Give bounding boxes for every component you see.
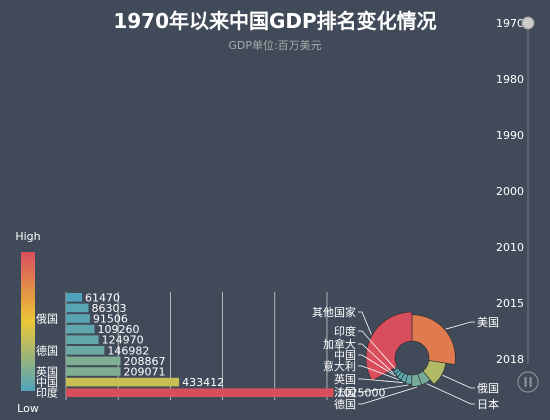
bar[interactable]: [66, 335, 99, 344]
bar[interactable]: [66, 377, 180, 387]
y-tick-label: 德国: [36, 343, 58, 357]
rose-label-line: [358, 330, 396, 370]
rose-label: 德国: [334, 397, 356, 411]
pause-icon-bar-left: [524, 377, 527, 387]
bar[interactable]: [66, 293, 83, 302]
timeline-year-label[interactable]: 1970: [496, 17, 524, 30]
pause-icon-bar-right: [529, 377, 532, 387]
rose-slice[interactable]: [411, 373, 422, 387]
y-tick-label: 英国: [36, 365, 58, 379]
bar[interactable]: [66, 346, 105, 355]
timeline-labels: 1970 1980 1990 2000 2010 2015 2018: [496, 17, 524, 366]
rose-slice[interactable]: [396, 371, 405, 381]
rose-label: 其他国家: [312, 305, 356, 319]
bar[interactable]: [66, 388, 334, 397]
bar[interactable]: [66, 367, 121, 376]
bar-value-label: 91506: [93, 313, 128, 326]
y-tick-label: 俄国: [36, 313, 58, 326]
rose-label-line: [358, 354, 397, 377]
chart-title: 1970年以来中国GDP排名变化情况: [113, 9, 436, 33]
chart-subtitle: GDP单位:百万美元: [228, 38, 321, 52]
timeline-year-label[interactable]: 2010: [496, 241, 524, 254]
y-tick-label: 中国: [36, 376, 58, 389]
timeline-year-label[interactable]: 2015: [496, 297, 524, 310]
rose-label-line: [358, 343, 394, 374]
timeline: 1970 1980 1990 2000 2010 2015 2018: [496, 16, 539, 393]
visual-map[interactable]: High Low: [15, 230, 40, 415]
rose-slice[interactable]: [404, 374, 413, 385]
rose-label: 俄国: [477, 382, 499, 395]
bar-value-label: 61470: [85, 291, 120, 304]
rose-label-line: [426, 383, 475, 405]
rose-label-line: [445, 321, 475, 330]
play-button-ring[interactable]: [517, 371, 539, 393]
bar[interactable]: [66, 356, 121, 366]
rose-label-line: [358, 365, 399, 380]
timeline-year-label[interactable]: 1990: [496, 129, 524, 142]
rose-label: 英国: [334, 372, 356, 386]
bar-value-label: 433412: [182, 376, 224, 389]
rose-label-line: [358, 386, 418, 405]
rose-label: 加拿大: [323, 337, 356, 351]
timeline-year-label[interactable]: 2018: [496, 353, 524, 366]
rose-label-line: [358, 384, 409, 393]
bar[interactable]: [66, 314, 90, 323]
rose-label: 法国: [334, 385, 356, 399]
timeline-year-label[interactable]: 2000: [496, 185, 524, 198]
rose-slice[interactable]: [394, 369, 403, 377]
rose-label: 印度: [334, 324, 356, 338]
rose-slice[interactable]: [400, 372, 409, 383]
rose-label: 意大利: [323, 359, 356, 373]
rose-slice[interactable]: [422, 360, 447, 385]
bar-value-label: 86303: [92, 302, 127, 315]
rose-label-line: [358, 311, 372, 335]
bar[interactable]: [66, 303, 89, 313]
bar-value-label: 146982: [107, 344, 149, 357]
bar-value-label: 124970: [102, 334, 144, 347]
rose-slice[interactable]: [411, 314, 456, 365]
rose-label: 美国: [477, 316, 499, 329]
visual-map-low-label: Low: [17, 402, 39, 415]
rose-slice[interactable]: [392, 367, 401, 375]
rose-slice[interactable]: [365, 311, 413, 382]
timeline-handle[interactable]: [521, 16, 535, 30]
rose-label: 中国: [334, 349, 356, 362]
bar[interactable]: [66, 324, 95, 334]
visual-map-high-label: High: [15, 230, 40, 243]
rose-label: 日本: [477, 397, 499, 411]
bar-value-label: 209071: [124, 366, 166, 379]
rose-label-line: [442, 374, 475, 389]
bar-value-label: 208867: [124, 355, 166, 368]
bar-series: 1025000印度433412中国209071英国208867146982德国1…: [36, 291, 385, 399]
bar-value-label: 109260: [98, 323, 140, 336]
rose-label-line: [358, 378, 403, 383]
timeline-year-label[interactable]: 1980: [496, 73, 524, 86]
play-button[interactable]: [517, 371, 539, 393]
visual-map-gradient[interactable]: [21, 252, 35, 391]
y-tick-label: 印度: [36, 386, 58, 400]
